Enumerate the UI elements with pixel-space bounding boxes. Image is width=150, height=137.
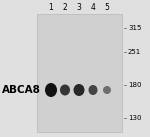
Text: 2: 2: [63, 2, 67, 12]
Text: 1: 1: [49, 2, 53, 12]
Ellipse shape: [74, 84, 84, 96]
Bar: [37, 14, 122, 132]
Ellipse shape: [88, 85, 98, 95]
Text: ABCA8: ABCA8: [2, 85, 41, 95]
Ellipse shape: [103, 86, 111, 94]
Text: 251: 251: [128, 49, 141, 55]
Text: 4: 4: [91, 2, 95, 12]
Text: 315: 315: [128, 25, 141, 31]
Text: 3: 3: [76, 2, 81, 12]
Text: 180: 180: [128, 82, 141, 88]
Text: 130: 130: [128, 115, 141, 121]
Ellipse shape: [60, 85, 70, 95]
Text: 5: 5: [105, 2, 110, 12]
Ellipse shape: [45, 83, 57, 97]
